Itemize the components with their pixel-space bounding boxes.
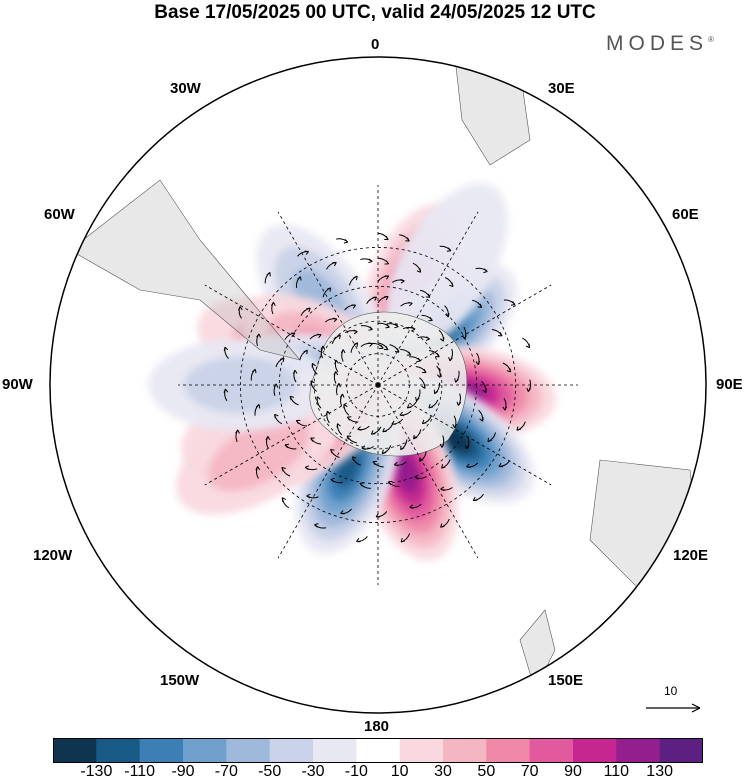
map-title: Base 17/05/2025 00 UTC, valid 24/05/2025…	[154, 2, 596, 23]
colorbar-swatch	[399, 738, 444, 763]
antarctica	[309, 311, 468, 457]
colorbar-tick-label: 50	[477, 763, 496, 780]
colorbar-tick-label: -90	[171, 763, 195, 780]
lon-label-90w: 90W	[2, 376, 33, 393]
lon-label-90e: 90E	[716, 376, 743, 393]
lon-label-150w: 150W	[160, 672, 200, 689]
colorbar-swatch	[616, 738, 661, 763]
colorbar-tick-label: 10	[390, 763, 409, 780]
lon-label-60w: 60W	[44, 206, 75, 223]
lon-label-30e: 30E	[548, 80, 575, 97]
new-zealand	[519, 609, 556, 691]
colorbar-swatch	[183, 738, 227, 763]
lon-label-150e: 150E	[548, 672, 584, 689]
colorbar-tick-label: -10	[344, 763, 368, 780]
lon-label-60e: 60E	[672, 206, 699, 223]
colorbar-swatch	[573, 738, 617, 763]
colorbar-tick-label: 130	[646, 763, 674, 780]
reference-vector-arrow	[646, 703, 701, 713]
colorbar-swatch	[443, 738, 487, 763]
colorbar-tick-label: 110	[603, 763, 630, 780]
colorbar-swatch	[486, 738, 531, 763]
registered-mark: ®	[708, 35, 714, 44]
south-america	[69, 179, 301, 361]
colorbar-tick-label: -30	[301, 763, 325, 780]
colorbar	[53, 738, 703, 763]
reference-vector-label: 10	[664, 684, 678, 698]
colorbar-swatch	[53, 738, 97, 763]
lon-label-180: 180	[364, 718, 390, 735]
modes-logo: MODES®	[606, 32, 714, 56]
colorbar-swatch	[269, 738, 314, 763]
wind-vectors	[223, 232, 532, 543]
lon-label-0: 0	[371, 36, 380, 53]
colorbar-tick-label: -50	[258, 763, 282, 780]
colorbar-tick-label: -110	[124, 763, 156, 780]
colorbar-swatch	[313, 738, 357, 763]
colorbar-tick-label: -130	[80, 763, 113, 780]
lon-label-120e: 120E	[673, 547, 709, 564]
colorbar-swatch	[96, 738, 141, 763]
colorbar-swatch	[226, 738, 271, 763]
colorbar-tick-label: 30	[434, 763, 452, 780]
colorbar-swatch	[659, 738, 703, 763]
colorbar-tick-label: 70	[520, 763, 539, 780]
colorbar-swatch	[139, 738, 184, 763]
brand-name: MODES	[606, 32, 709, 55]
colorbar-swatch	[529, 738, 574, 763]
map-border	[49, 56, 707, 714]
colorbar-swatch	[356, 738, 401, 763]
lon-label-30w: 30W	[170, 80, 201, 97]
colorbar-tick-label: -70	[214, 763, 238, 780]
graticule	[178, 185, 578, 585]
lon-label-120w: 120W	[33, 547, 73, 564]
colorbar-tick-label: 90	[564, 763, 582, 780]
south-pole-marker	[375, 382, 381, 388]
